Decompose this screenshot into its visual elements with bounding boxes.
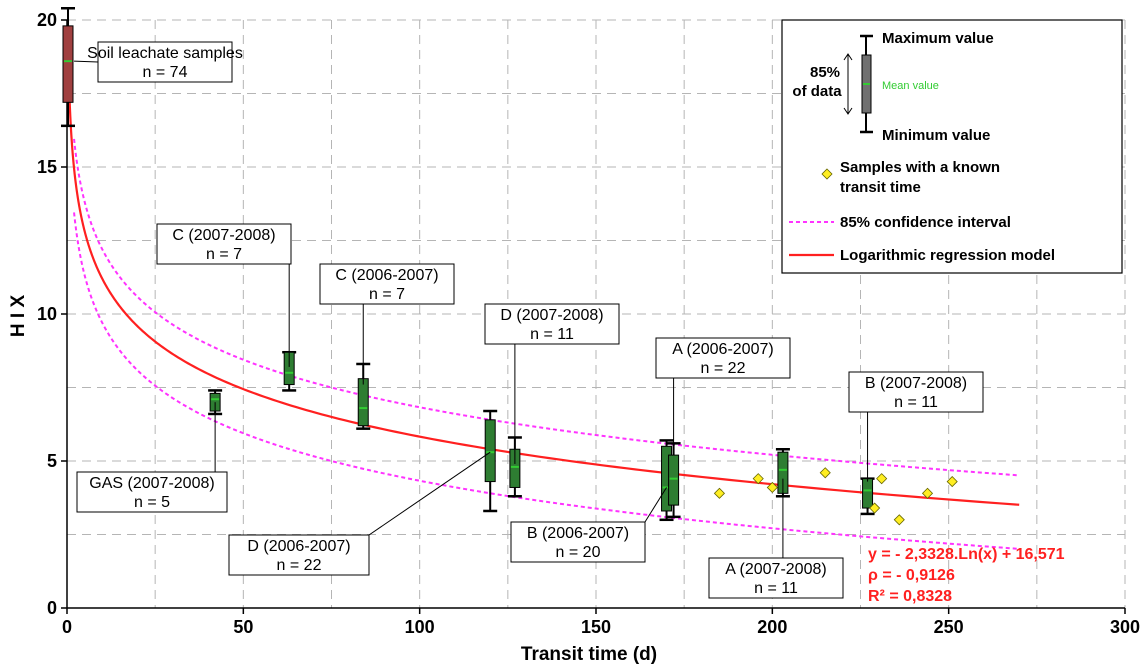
equation-line: y = - 2,3328.Ln(x) + 16,571 bbox=[868, 546, 1065, 563]
callout-label: C (2007-2008) bbox=[172, 227, 275, 244]
callout-box bbox=[484, 303, 620, 345]
callout-count: n = 5 bbox=[134, 494, 170, 511]
callout-box bbox=[319, 263, 455, 305]
legend-sample-marker bbox=[821, 168, 833, 180]
box-body bbox=[862, 478, 874, 509]
callout-count: n = 7 bbox=[206, 246, 242, 263]
box-body bbox=[357, 378, 369, 427]
legend-ofdata-label: of data bbox=[792, 83, 842, 100]
ci-upper-curve bbox=[73, 138, 1020, 477]
ci-lower-curve bbox=[73, 212, 1020, 550]
callout-count: n = 22 bbox=[701, 360, 746, 377]
x-tick-label: 150 bbox=[581, 617, 611, 637]
legend-mean-label: Mean value bbox=[882, 80, 939, 92]
known-sample-point bbox=[713, 487, 725, 499]
callout-count: n = 74 bbox=[143, 64, 188, 81]
legend-ci-label: 85% confidence interval bbox=[840, 214, 1011, 231]
callout-box bbox=[848, 371, 984, 413]
callout-label: GAS (2007-2008) bbox=[89, 475, 214, 492]
x-tick-label: 200 bbox=[757, 617, 787, 637]
legend-known-label: Samples with a known bbox=[840, 159, 1000, 176]
known-sample-point bbox=[946, 476, 958, 488]
callout-label: D (2006-2007) bbox=[247, 538, 350, 555]
y-axis-title: H I X bbox=[8, 295, 29, 338]
known-sample-point bbox=[893, 514, 905, 526]
known-sample-point bbox=[876, 473, 888, 485]
callout-leader bbox=[644, 487, 667, 523]
callout-leader bbox=[74, 60, 99, 63]
known-sample-point bbox=[752, 473, 764, 485]
callout-count: n = 11 bbox=[754, 580, 798, 597]
legend-frame bbox=[781, 19, 1123, 274]
callout-box bbox=[510, 521, 646, 563]
y-tick-label: 10 bbox=[37, 304, 57, 324]
callout-box bbox=[76, 471, 228, 513]
callout-label: C (2006-2007) bbox=[335, 267, 438, 284]
r2-line: R² = 0,8328 bbox=[868, 588, 952, 605]
x-tick-label: 100 bbox=[405, 617, 435, 637]
x-axis-title: Transit time (d) bbox=[521, 644, 657, 665]
box-body bbox=[484, 419, 496, 483]
x-tick-label: 0 bbox=[62, 617, 72, 637]
x-tick-label: 250 bbox=[934, 617, 964, 637]
callout-label: B (2006-2007) bbox=[527, 525, 629, 542]
callout-label: D (2007-2008) bbox=[500, 307, 603, 324]
y-tick-label: 5 bbox=[47, 451, 57, 471]
y-tick-label: 15 bbox=[37, 157, 57, 177]
callout-box bbox=[708, 557, 844, 599]
curves bbox=[66, 38, 1020, 550]
callout-label: B (2007-2008) bbox=[865, 375, 967, 392]
callout-count: n = 20 bbox=[556, 544, 601, 561]
callout-box bbox=[97, 41, 233, 83]
box-body bbox=[62, 25, 74, 103]
known-samples bbox=[713, 467, 958, 526]
callout-count: n = 22 bbox=[277, 557, 322, 574]
x-tick-label: 300 bbox=[1110, 617, 1140, 637]
callout-label: Soil leachate samples bbox=[87, 45, 243, 62]
y-tick-label: 0 bbox=[47, 598, 57, 618]
boxes bbox=[61, 6, 875, 522]
legend: Maximum value Minimum value 85% of data … bbox=[781, 19, 1123, 274]
rho-line: ρ = - 0,9126 bbox=[868, 567, 955, 584]
callout-box bbox=[156, 223, 292, 265]
callout-count: n = 7 bbox=[369, 286, 405, 303]
known-sample-point bbox=[819, 467, 831, 479]
legend-max-label: Maximum value bbox=[882, 30, 994, 47]
known-sample-point bbox=[921, 487, 934, 499]
box-body bbox=[668, 454, 680, 506]
known-sample-point bbox=[766, 481, 778, 494]
callout-label: A (2006-2007) bbox=[672, 341, 773, 358]
legend-reg-label: Logarithmic regression model bbox=[840, 247, 1055, 264]
regression-curve bbox=[66, 38, 1020, 506]
callout-label: A (2007-2008) bbox=[725, 561, 826, 578]
axes: 0 50 100 150 200 250 300 0 5 10 15 20 bbox=[37, 10, 1140, 637]
legend-pct-label: 85% bbox=[810, 64, 840, 81]
x-tick-label: 50 bbox=[233, 617, 253, 637]
callout-box bbox=[228, 534, 370, 576]
callout-count: n = 11 bbox=[894, 394, 938, 411]
legend-min-label: Minimum value bbox=[882, 127, 990, 144]
callout-count: n = 11 bbox=[530, 326, 574, 343]
callout-leader bbox=[368, 451, 491, 536]
callout-box bbox=[655, 337, 791, 379]
known-sample-point bbox=[869, 502, 881, 514]
y-tick-label: 20 bbox=[37, 10, 57, 30]
callouts: Soil leachate samples n = 74 GAS (2007-200… bbox=[74, 41, 984, 599]
equation-block: y = - 2,3328.Ln(x) + 16,571 ρ = - 0,9126… bbox=[868, 546, 1065, 605]
legend-arrow-heads bbox=[843, 53, 853, 115]
legend-known-label-2: transit time bbox=[840, 179, 921, 196]
